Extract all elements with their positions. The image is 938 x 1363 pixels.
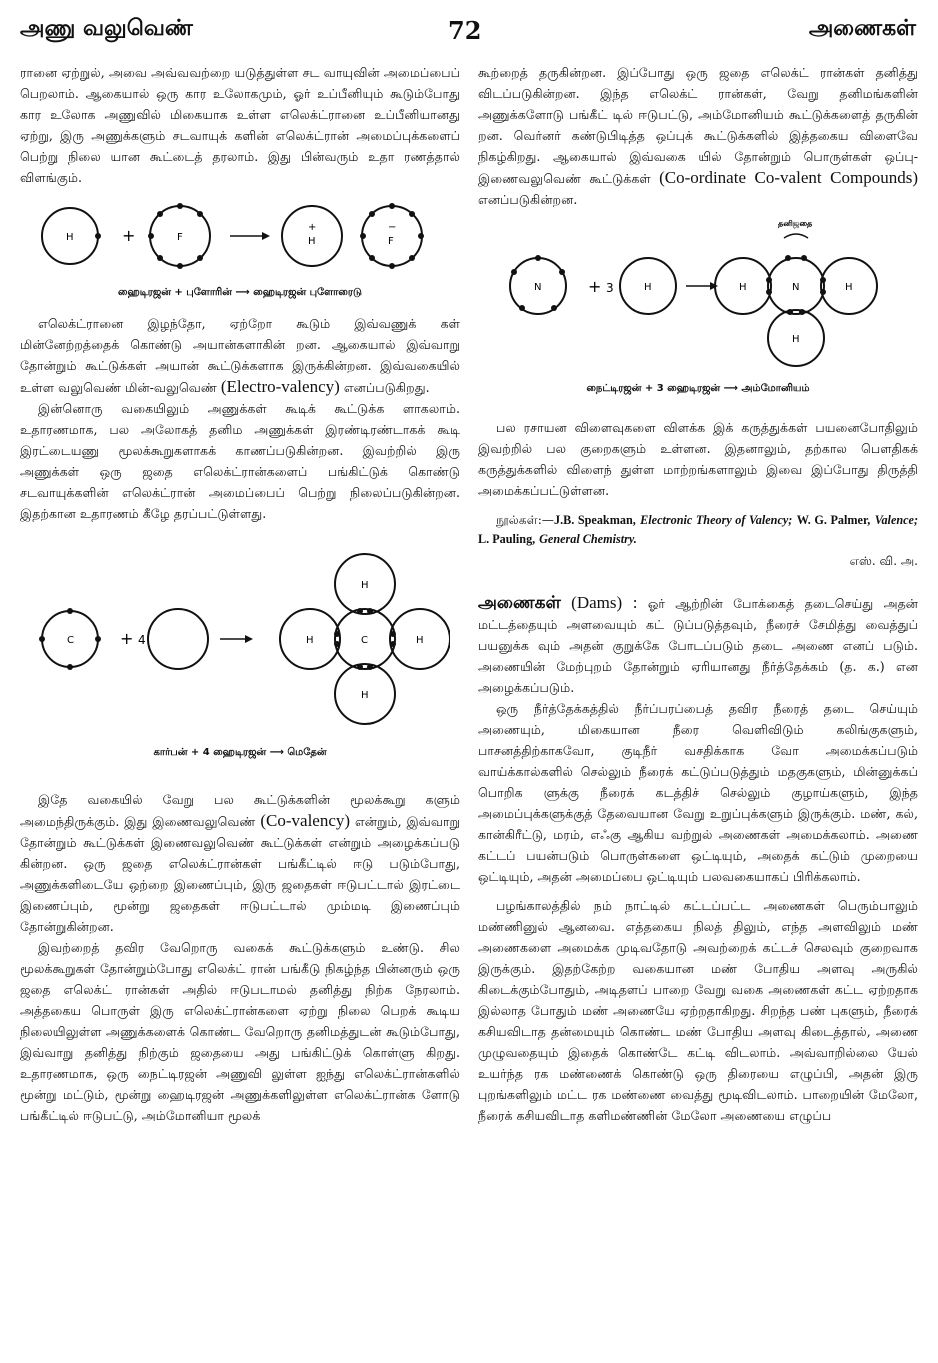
- right-column: கூற்றைத் தருகின்றன. இப்போது ஒரு ஜதை எலெக…: [478, 62, 918, 1126]
- svg-text:N: N: [792, 282, 799, 293]
- svg-text:C: C: [361, 635, 368, 646]
- left-column: ரானை ஏற்றுல், அவை அவ்வவற்றை யடுத்துள்ள ச…: [20, 62, 460, 1126]
- svg-text:N: N: [534, 282, 541, 293]
- svg-text:+: +: [122, 226, 135, 245]
- svg-text:C: C: [67, 635, 74, 646]
- svg-text:H: H: [644, 282, 652, 293]
- svg-text:+: +: [308, 222, 316, 233]
- running-head-left: அணு வலுவெண்: [20, 16, 193, 41]
- svg-text:H: H: [739, 282, 747, 293]
- entry-heading: அணைகள்: [478, 593, 561, 613]
- figure-hydrogen-fluoride: H + F + H − F ஹைடிரஜன் + புளோரின் ⟶ ஹைடி…: [20, 194, 460, 303]
- figure-caption: ஹைடிரஜன் + புளோரின் ⟶ ஹைடிரஜன் புளோரைடு: [118, 287, 362, 298]
- paragraph: கூற்றைத் தருகின்றன. இப்போது ஒரு ஜதை எலெக…: [478, 65, 918, 207]
- svg-text:H: H: [845, 282, 853, 293]
- figure-ammonium: தனிஜதை N + 3 H H N H H நைட்டிரஜ: [478, 216, 918, 399]
- svg-text:H: H: [306, 635, 314, 646]
- paragraph: இன்னொரு வகையிலும் அணுக்கள் கூடிக் கூட்டு…: [20, 401, 460, 521]
- figure-caption: கார்பன் + 4 ஹைடிரஜன் ⟶ மெதேன்: [153, 747, 327, 758]
- figure-methane: C + 4 H H C H H கார்பன் + 4 ஹைடிரஜன் ⟶ ம…: [20, 534, 460, 763]
- svg-text:F: F: [388, 236, 394, 247]
- paragraph: எலெக்ட்ரானை இழந்தோ, ஏற்றோ கூடும் இவ்வணுக…: [20, 316, 460, 396]
- svg-text:−: −: [388, 222, 396, 233]
- paragraph: பழங்காலத்தில் நம் நாட்டில் கட்டப்பட்ட அண…: [478, 898, 918, 1123]
- paragraph: அணைகள் (Dams) : ஓர் ஆற்றின் போக்கைத் தடை…: [478, 593, 918, 695]
- paragraph: ஒரு நீர்த்தேக்கத்தில் நீர்ப்பரப்பைத் தவி…: [478, 701, 918, 884]
- paragraph: இதே வகையில் வேறு பல கூட்டுக்களின் மூலக்க…: [20, 792, 460, 934]
- svg-text:H: H: [792, 334, 800, 345]
- svg-text:H: H: [416, 635, 424, 646]
- paragraph: பல ரசாயன விளைவுகளை விளக்க இக் கருத்துக்க…: [478, 420, 918, 498]
- svg-text:F: F: [177, 232, 183, 243]
- svg-text:H: H: [66, 232, 74, 243]
- svg-text:H: H: [361, 690, 369, 701]
- svg-text:+: +: [588, 277, 601, 296]
- ammonium-diagram: தனிஜதை N + 3 H H N H H: [509, 219, 878, 367]
- svg-text:H: H: [308, 236, 316, 247]
- svg-text:H: H: [361, 580, 369, 591]
- author-signature: எஸ். வி. அ.: [849, 554, 918, 568]
- methane-diagram: C + 4 H H C H H: [39, 553, 450, 725]
- figure-caption: நைட்டிரஜன் + 3 ஹைடிரஜன் ⟶ அம்மோனியம்: [586, 383, 810, 394]
- running-head-right: அணைகள்: [808, 16, 916, 41]
- paragraph: இவற்றைத் தவிர வேறொரு வகைக் கூட்டுக்களும்…: [20, 940, 460, 1123]
- svg-text:4: 4: [138, 633, 146, 647]
- page-number: 72: [448, 16, 482, 45]
- page-header: அணு வலுவெண் 72 அணைகள்: [0, 10, 938, 50]
- hf-diagram: H + F + H − F: [41, 203, 424, 269]
- references: நூல்கள்:—J.B. Speakman, Electronic Theor…: [478, 513, 919, 546]
- svg-text:+: +: [120, 629, 133, 648]
- paragraph: ரானை ஏற்றுல், அவை அவ்வவற்றை யடுத்துள்ள ச…: [20, 65, 460, 185]
- svg-text:3: 3: [606, 281, 614, 295]
- svg-text:தனிஜதை: தனிஜதை: [778, 219, 813, 229]
